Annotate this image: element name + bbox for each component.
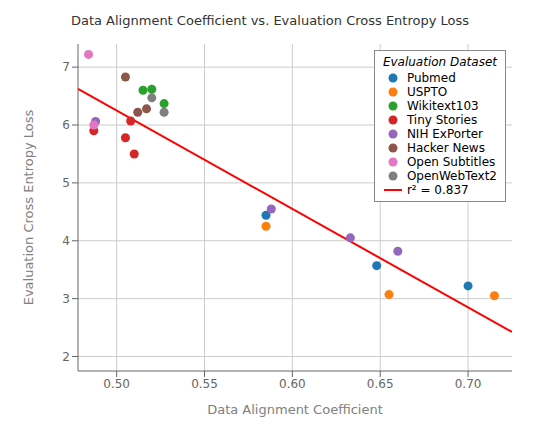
html-text:Wikitext103: Wikitext103 — [406, 99, 479, 113]
svg-text:2: 2 — [62, 350, 70, 364]
svg-text:0.50: 0.50 — [103, 377, 130, 391]
svg-text:5: 5 — [62, 176, 70, 190]
html-text:Tiny Stories: Tiny Stories — [406, 113, 478, 127]
svg-text:Evaluation Cross Entropy Loss: Evaluation Cross Entropy Loss — [21, 109, 36, 305]
html-text:Hacker News: Hacker News — [406, 141, 485, 155]
svg-text:0.60: 0.60 — [279, 377, 306, 391]
html-text:OpenWebText2: OpenWebText2 — [406, 169, 497, 183]
html-text:Pubmed: Pubmed — [406, 71, 456, 85]
svg-text:0.70: 0.70 — [455, 377, 482, 391]
html-text:Data Alignment Coefficient vs.: Data Alignment Coefficient vs. Evaluatio… — [70, 13, 470, 28]
svg-text:0.55: 0.55 — [191, 377, 218, 391]
svg-text:0.65: 0.65 — [367, 377, 394, 391]
html-text:NIH ExPorter: NIH ExPorter — [406, 127, 483, 141]
svg-text:Data Alignment Coefficient: Data Alignment Coefficient — [207, 402, 383, 417]
svg-text:6: 6 — [62, 118, 70, 132]
html-text:USPTO: USPTO — [406, 85, 448, 99]
svg-text:7: 7 — [62, 60, 70, 74]
html-text:Evaluation Dataset: Evaluation Dataset — [382, 55, 497, 69]
svg-text:4: 4 — [62, 234, 70, 248]
html-text:Open Subtitles: Open Subtitles — [406, 155, 496, 169]
svg-text:3: 3 — [62, 292, 70, 306]
html-text:r² = 0.837: r² = 0.837 — [406, 183, 469, 197]
